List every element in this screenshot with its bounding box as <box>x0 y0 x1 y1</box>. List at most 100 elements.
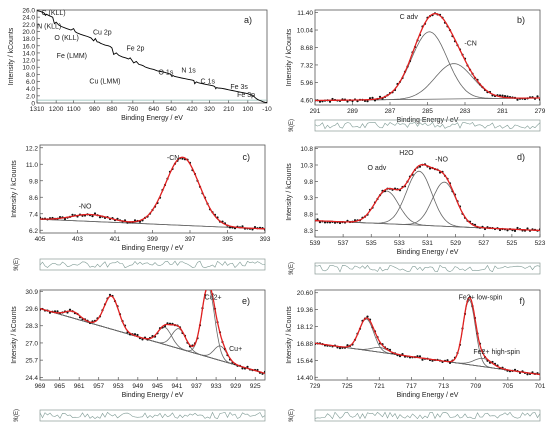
plot-frame <box>36 9 268 104</box>
y-tick-label: 8.0 <box>26 72 35 79</box>
data-point <box>63 217 67 221</box>
panel-label: b) <box>517 15 525 25</box>
x-tick-label: 933 <box>211 383 222 390</box>
data-point <box>108 293 112 296</box>
x-tick-label: 957 <box>93 383 104 390</box>
plot-area <box>315 163 540 232</box>
data-point <box>503 95 507 98</box>
x-tick-label: 729 <box>310 383 321 390</box>
x-tick-label: 965 <box>54 383 65 390</box>
data-point <box>71 213 74 216</box>
y-tick-label: 29.6 <box>25 306 38 313</box>
x-tick-label: 533 <box>394 240 405 247</box>
peak-annotation: Cu 2p <box>93 29 112 36</box>
panel-e: 24.4 25.7 27.0 28.3 29.6 30.9 969 965 961 957 953 9… <box>11 289 266 422</box>
component-peak <box>315 299 540 375</box>
residual-line <box>314 264 541 273</box>
data-point <box>98 216 102 219</box>
plot-area <box>315 296 540 376</box>
peak-annotation: C 1s <box>201 78 216 85</box>
plot-frame <box>314 289 541 381</box>
residual-frame <box>314 409 541 422</box>
peak-annotation: N 1s <box>181 68 196 75</box>
x-tick-label: 281 <box>497 108 508 115</box>
residual-axis-label: ℜ(E) <box>288 262 295 275</box>
y-tick-label: 16.0 <box>22 43 35 50</box>
data-point <box>368 97 372 100</box>
peak-annotation: O adv <box>368 165 387 172</box>
data-point <box>516 98 519 101</box>
panel-c: 6.2 7.4 8.6 9.8 11.0 12.2 405 403 401 399 397 395 39… <box>11 144 271 271</box>
residual-axis-label: ℜ(E) <box>13 409 20 422</box>
y-tick-label: 10.0 <box>22 65 35 72</box>
x-axis-label: Binding Energy / eV <box>397 392 459 399</box>
x-tick-label: 1100 <box>67 106 81 113</box>
y-tick-label: 11.40 <box>297 10 313 17</box>
y-axis-label: Intensity / kCounts <box>11 160 18 218</box>
peak-annotation: -NO <box>79 203 92 210</box>
residual-line <box>314 121 541 130</box>
x-tick-label: 713 <box>438 383 449 390</box>
data-point <box>513 229 517 232</box>
y-tick-label: 8.68 <box>300 45 313 52</box>
component-peak <box>315 190 540 231</box>
data-point <box>91 215 94 218</box>
x-tick-label: -10 <box>262 106 272 113</box>
residual-panel: ℜ(E) <box>288 262 541 275</box>
x-tick-label: 279 <box>535 108 546 115</box>
data-point <box>338 347 342 350</box>
peak-annotation: Cu (LMM) <box>89 79 120 86</box>
data-point <box>506 229 509 232</box>
x-tick-label: 401 <box>110 236 121 243</box>
x-tick-label: 721 <box>374 383 385 390</box>
peak-annotation: H2O <box>399 150 414 157</box>
y-tick-label: 20.0 <box>22 29 35 36</box>
data-point <box>526 227 529 230</box>
data-point <box>526 373 529 376</box>
y-tick-label: 9.8 <box>304 179 313 186</box>
x-tick-label: 100 <box>242 106 253 113</box>
data-point <box>428 167 432 170</box>
x-tick-label: 705 <box>502 383 513 390</box>
y-tick-label: 30.9 <box>25 289 38 296</box>
y-tick-label: 19.36 <box>297 307 314 314</box>
y-tick-label: 7.4 <box>29 211 38 218</box>
plot-frame <box>314 9 541 106</box>
y-tick-label: 10.04 <box>297 28 314 35</box>
panel-label: f) <box>520 296 526 306</box>
data-point <box>133 333 137 336</box>
x-tick-label: 925 <box>250 383 261 390</box>
component-peak <box>40 156 265 230</box>
x-axis-label: Binding Energy / eV <box>397 249 459 256</box>
x-tick-label: 929 <box>230 383 241 390</box>
data-point <box>246 365 249 368</box>
data-point <box>181 157 184 160</box>
data-point <box>93 212 97 215</box>
residual-line <box>39 411 266 419</box>
x-tick-label: 980 <box>89 106 100 113</box>
x-tick-label: 527 <box>478 240 489 247</box>
residual-panel: ℜ(E) <box>13 409 266 422</box>
residual-frame <box>314 262 541 275</box>
data-point <box>316 218 319 221</box>
y-tick-label: 9.8 <box>29 178 38 185</box>
panel-label: e) <box>242 296 250 306</box>
data-point <box>418 355 422 358</box>
y-axis-label: Intensity / kCounts <box>286 163 293 221</box>
data-point <box>378 95 382 98</box>
peak-annotation: C (KLL) <box>41 10 65 17</box>
peak-annotation: Fe 2p <box>126 45 144 52</box>
x-tick-label: 210 <box>223 106 234 113</box>
y-tick-label: 5.96 <box>300 80 313 87</box>
y-axis-label: Intensity / kCounts <box>11 306 18 364</box>
data-point <box>516 226 519 230</box>
peak-annotation: N (KLL) <box>37 24 61 31</box>
x-tick-label: 285 <box>422 108 433 115</box>
peak-annotation: Fe 3s <box>230 84 248 91</box>
y-tick-label: 8.3 <box>304 228 313 235</box>
residual-panel: ℜ(E) <box>13 258 266 271</box>
plot-area <box>40 290 265 375</box>
y-tick-label: 10.3 <box>300 163 313 170</box>
x-tick-label: 420 <box>187 106 198 113</box>
